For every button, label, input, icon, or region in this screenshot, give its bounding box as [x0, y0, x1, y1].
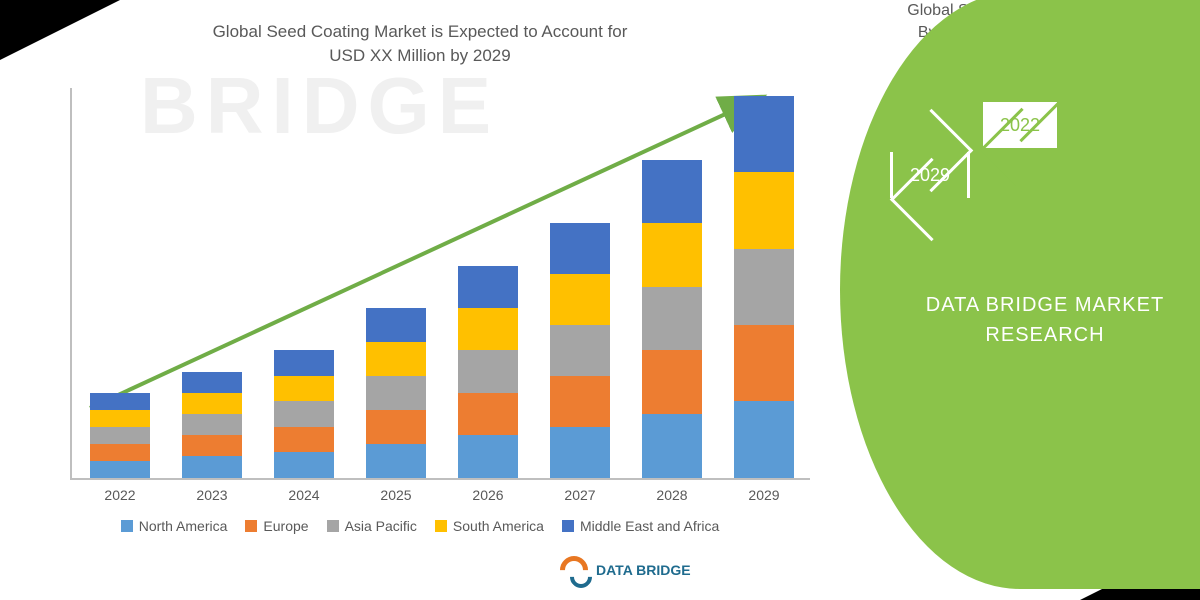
main-container: BRIDGE Global Seed Coating Market is Exp…	[0, 0, 1200, 600]
brand-text: DATA BRIDGE MARKET RESEARCH	[910, 290, 1180, 350]
bar-segment	[366, 410, 426, 444]
footer-logo-text: DATA BRIDGE	[596, 562, 691, 578]
footer-logo: DATA BRIDGE	[560, 556, 691, 584]
bar-segment	[182, 456, 242, 477]
bar-segment	[182, 414, 242, 435]
bar-segment	[734, 172, 794, 248]
bar-segment	[274, 350, 334, 375]
bar-group	[366, 308, 426, 478]
chart-plot: 2022 2023 2024 2025 2026 2027 2028 2029	[40, 88, 820, 508]
bar-segment	[366, 342, 426, 376]
bar-segment	[734, 249, 794, 325]
legend-item: Asia Pacific	[327, 518, 417, 534]
bar-segment	[550, 325, 610, 376]
bar-segment	[458, 308, 518, 350]
x-axis-label: 2025	[366, 487, 426, 503]
bar-group	[734, 96, 794, 477]
legend-label: Asia Pacific	[345, 518, 417, 534]
legend-swatch	[121, 520, 133, 532]
bar-group	[274, 350, 334, 477]
bar-segment	[182, 393, 242, 414]
brand-line1: DATA BRIDGE MARKET	[926, 294, 1164, 316]
bar-group	[90, 393, 150, 478]
x-axis-label: 2027	[550, 487, 610, 503]
bar-group	[550, 223, 610, 477]
bar-segment	[274, 376, 334, 401]
legend-swatch	[245, 520, 257, 532]
bar-segment	[550, 376, 610, 427]
bar-segment	[458, 350, 518, 392]
bar-segment	[90, 444, 150, 461]
right-panel: Global Seed Coating Market, By Regions, …	[820, 0, 1200, 600]
bar-segment	[734, 401, 794, 477]
bar-segment	[458, 393, 518, 435]
hexagon-2022: 2022	[980, 80, 1060, 170]
x-axis-label: 2029	[734, 487, 794, 503]
chart-title-line1: Global Seed Coating Market is Expected t…	[213, 22, 628, 41]
hexagon-2029-label: 2029	[910, 165, 950, 186]
footer-logo-icon	[560, 556, 588, 584]
bar-segment	[90, 461, 150, 478]
legend-label: Europe	[263, 518, 308, 534]
bar-segment	[458, 435, 518, 477]
bar-segment	[366, 308, 426, 342]
bar-segment	[642, 287, 702, 351]
bar-segment	[366, 376, 426, 410]
x-axis-label: 2028	[642, 487, 702, 503]
bar-group	[642, 160, 702, 478]
trend-arrow	[40, 88, 820, 508]
legend-swatch	[327, 520, 339, 532]
legend-label: North America	[139, 518, 228, 534]
bar-segment	[642, 160, 702, 224]
legend-item: South America	[435, 518, 544, 534]
legend-swatch	[562, 520, 574, 532]
y-axis-line	[70, 88, 72, 478]
legend: North America Europe Asia Pacific South Ame…	[30, 518, 810, 534]
legend-item: Europe	[245, 518, 308, 534]
legend-label: Middle East and Africa	[580, 518, 719, 534]
x-axis-label: 2023	[182, 487, 242, 503]
chart-title: Global Seed Coating Market is Expected t…	[30, 20, 810, 68]
legend-item: Middle East and Africa	[562, 518, 719, 534]
x-axis-label: 2026	[458, 487, 518, 503]
chart-area: BRIDGE Global Seed Coating Market is Exp…	[0, 0, 820, 600]
bar-segment	[274, 452, 334, 477]
bar-segment	[274, 401, 334, 426]
bar-segment	[550, 274, 610, 325]
bar-segment	[642, 223, 702, 287]
bar-group	[182, 372, 242, 478]
legend-label: South America	[453, 518, 544, 534]
bar-segment	[182, 372, 242, 393]
bar-segment	[458, 266, 518, 308]
x-axis-label: 2022	[90, 487, 150, 503]
x-axis-line	[70, 478, 810, 480]
hexagon-2022-label: 2022	[1000, 115, 1040, 136]
hexagon-2029: 2029	[890, 130, 970, 220]
chart-title-line2: USD XX Million by 2029	[329, 46, 510, 65]
bar-segment	[182, 435, 242, 456]
bar-segment	[90, 427, 150, 444]
bar-segment	[274, 427, 334, 452]
bar-segment	[550, 223, 610, 274]
legend-swatch	[435, 520, 447, 532]
x-axis-label: 2024	[274, 487, 334, 503]
bar-segment	[550, 427, 610, 478]
bar-group	[458, 266, 518, 478]
bar-segment	[734, 325, 794, 401]
bar-segment	[734, 96, 794, 172]
legend-item: North America	[121, 518, 228, 534]
bar-segment	[366, 444, 426, 478]
bar-segment	[642, 350, 702, 414]
bar-segment	[90, 410, 150, 427]
bar-segment	[642, 414, 702, 478]
brand-line2: RESEARCH	[985, 324, 1104, 346]
bar-segment	[90, 393, 150, 410]
